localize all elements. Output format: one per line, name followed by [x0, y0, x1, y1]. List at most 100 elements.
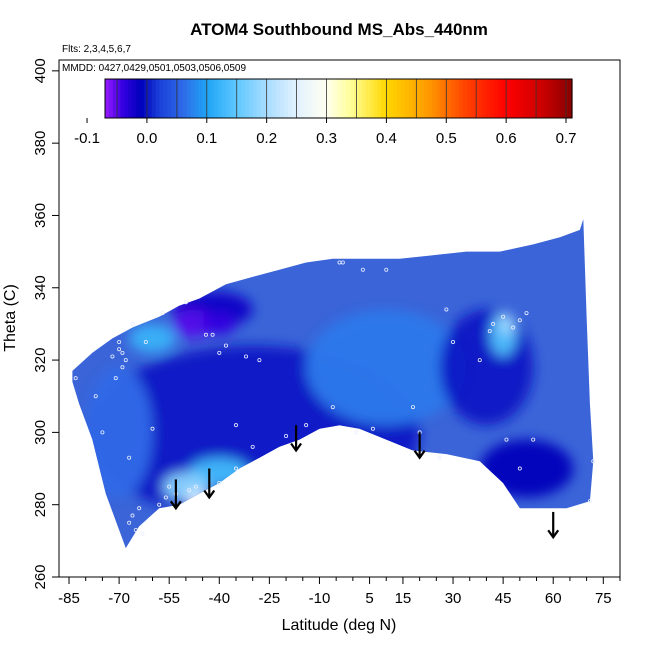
colorbar-segment	[190, 79, 196, 118]
colorbar-segment	[338, 79, 343, 118]
sample-point	[451, 339, 456, 344]
colorbar-segment	[369, 79, 375, 118]
sample-point	[354, 430, 359, 435]
colorbar-tick-label: 0.2	[256, 130, 277, 147]
sample-point	[531, 437, 536, 442]
sample-point	[130, 513, 135, 518]
sample-point	[384, 267, 389, 272]
sample-point	[511, 325, 516, 330]
sample-point	[117, 339, 122, 344]
colorbar-segment	[108, 79, 114, 118]
colorbar-segment	[284, 79, 289, 118]
colorbar-segment	[155, 79, 161, 118]
colorbar-segment	[213, 79, 219, 118]
colorbar-tick-label: 0.7	[556, 130, 577, 147]
colorbar-segment	[132, 79, 137, 118]
colorbar-segment	[334, 79, 340, 118]
y-axis: 260 280 300 320 340 360 380 400	[32, 58, 59, 590]
sample-point	[140, 531, 145, 536]
sample-point	[491, 321, 496, 326]
colorbar-segment	[140, 79, 145, 118]
sample-point	[150, 426, 155, 431]
sample-point	[73, 376, 78, 381]
colorbar-segment	[424, 79, 429, 118]
colorbar-segment	[237, 79, 242, 118]
colorbar-segment	[105, 79, 110, 118]
colorbar-segment	[377, 79, 382, 118]
colorbar-segment	[540, 79, 546, 118]
colorbar-segment	[564, 79, 569, 118]
sample-point	[130, 321, 135, 326]
sample-point	[160, 311, 165, 316]
sample-point	[233, 423, 238, 428]
colorbar-segment	[474, 79, 480, 118]
x-tick-label: -10	[309, 590, 331, 607]
colorbar: -0.1 0.0 0.1 0.2 0.3 0.4 0.5 0.6 0.7	[74, 78, 577, 147]
colorbar-segment	[291, 79, 297, 118]
field-blob	[306, 309, 467, 426]
y-tick-label: 280	[32, 492, 49, 517]
colorbar-segment	[381, 79, 386, 118]
sample-point	[127, 455, 132, 460]
field-blob	[202, 313, 236, 335]
colorbar-tick-label: 0.4	[376, 130, 397, 147]
sample-point	[163, 495, 168, 500]
colorbar-segment	[466, 79, 472, 118]
x-tick-label: 75	[595, 590, 612, 607]
colorbar-segment	[486, 79, 491, 118]
colorbar-segment	[447, 79, 452, 118]
colorbar-frame	[104, 78, 573, 119]
y-tick-label: 380	[32, 131, 49, 156]
colorbar-segment	[509, 79, 515, 118]
colorbar-segment	[128, 79, 133, 118]
colorbar-segment	[536, 79, 542, 118]
colorbar-tick-label: 0.3	[316, 130, 337, 147]
colorbar-segment	[350, 79, 355, 118]
colorbar-segment	[392, 79, 398, 118]
y-tick-label: 400	[32, 58, 49, 83]
colorbar-tick-label: 0.5	[436, 130, 457, 147]
colorbar-segment	[346, 79, 351, 118]
colorbar-segment	[494, 79, 499, 118]
colorbar-segment	[198, 79, 203, 118]
sample-point	[133, 528, 138, 533]
colorbar-segment	[439, 79, 445, 118]
field-blob	[162, 472, 210, 502]
flights-note: Flts: 2,3,4,5,6,7	[62, 44, 131, 55]
colorbar-segment	[365, 79, 371, 118]
y-tick-label: 340	[32, 275, 49, 300]
x-tick-label: 15	[395, 590, 412, 607]
colorbar-segment	[568, 79, 573, 118]
colorbar-segment	[455, 79, 460, 118]
colorbar-tick-label: -0.1	[74, 130, 100, 147]
sample-point	[233, 466, 238, 471]
sample-point	[370, 426, 375, 431]
colorbar-segment	[182, 79, 188, 118]
y-tick-label: 300	[32, 420, 49, 445]
colorbar-segment	[400, 79, 406, 118]
colorbar-segment	[163, 79, 168, 118]
plot-frame	[58, 59, 621, 578]
colorbar-segment	[202, 79, 207, 118]
colorbar-segment	[322, 79, 328, 118]
colorbar-segment	[307, 79, 312, 118]
colorbar-segment	[260, 79, 266, 118]
sample-point	[504, 437, 509, 442]
sample-point	[517, 466, 522, 471]
colorbar-segment	[560, 79, 565, 118]
sample-point	[360, 267, 365, 272]
sample-point	[217, 480, 222, 485]
colorbar-segment	[210, 79, 215, 118]
colorbar-segment	[552, 79, 558, 118]
colorbar-segment	[171, 79, 176, 118]
y-tick-label: 320	[32, 348, 49, 373]
colorbar-segment	[443, 79, 449, 118]
arrow-marker	[547, 511, 560, 540]
colorbar-segment	[498, 79, 503, 118]
arrow-marker	[203, 468, 216, 500]
colorbar-segment	[470, 79, 476, 118]
colorbar-segment	[194, 79, 199, 118]
colorbar-segment	[120, 79, 126, 118]
sample-point	[127, 520, 132, 525]
sample-point	[524, 311, 529, 316]
